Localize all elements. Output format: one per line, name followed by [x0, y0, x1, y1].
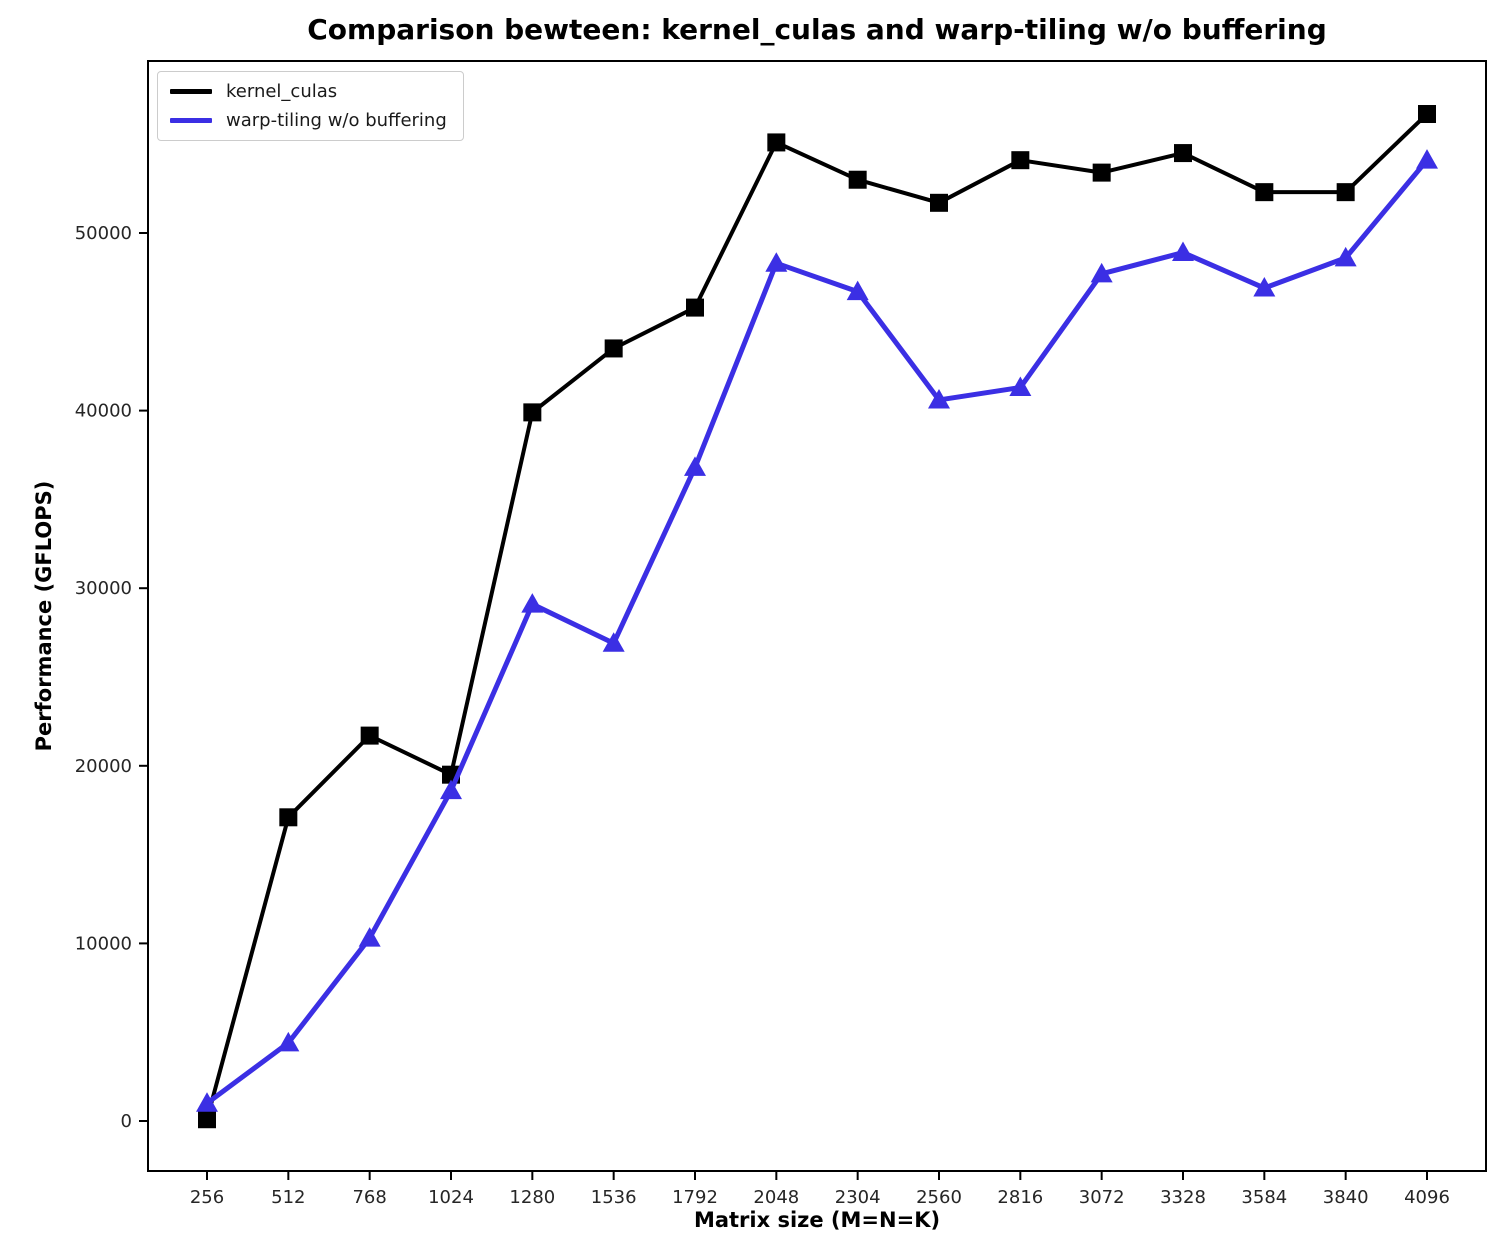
marker-square [1011, 151, 1030, 170]
marker-triangle [358, 927, 381, 947]
marker-square [1092, 163, 1111, 182]
marker-triangle [1334, 246, 1357, 267]
plot-border [147, 60, 1487, 1172]
y-tick-label: 0 [121, 1111, 132, 1132]
x-tick-label: 2816 [997, 1187, 1043, 1208]
y-tick-label: 40000 [75, 401, 132, 422]
x-tick-label: 768 [352, 1187, 386, 1208]
x-tick-label: 1024 [428, 1187, 474, 1208]
marker-triangle [602, 632, 625, 652]
x-tick-label: 2304 [835, 1187, 881, 1208]
y-tick-label: 20000 [75, 756, 132, 777]
series-line-kernel_culas [205, 112, 1429, 1122]
marker-square [848, 170, 867, 189]
marker-square [279, 808, 298, 827]
marker-triangle [521, 593, 544, 613]
series-line-warp-tiling w/o buffering [204, 157, 1430, 1106]
marker-triangle [440, 779, 462, 800]
marker-triangle [1416, 149, 1438, 169]
legend-label: kernel_culas [226, 81, 338, 102]
legend-row: warp-tiling w/o buffering [170, 110, 447, 131]
marker-square [1255, 183, 1274, 202]
marker-square [1336, 183, 1355, 202]
legend-label: warp-tiling w/o buffering [226, 110, 447, 131]
marker-square [1174, 144, 1192, 163]
marker-square [198, 1110, 216, 1129]
x-tick-label: 1280 [509, 1187, 555, 1208]
y-tick-label: 50000 [75, 223, 132, 244]
marker-square [604, 339, 623, 358]
legend-row: kernel_culas [170, 81, 447, 102]
x-tick-label: 1792 [672, 1187, 718, 1208]
x-tick-label: 1536 [591, 1187, 637, 1208]
x-axis-label: Matrix size (M=N=K) [693, 1208, 941, 1232]
marker-triangle [1172, 241, 1194, 262]
marker-triangle [196, 1092, 218, 1112]
marker-square [360, 726, 379, 745]
x-tick-label: 3072 [1079, 1187, 1125, 1208]
x-tick-label: 4096 [1404, 1187, 1450, 1208]
chart-title: Comparison bewteen: kernel_culas and war… [307, 13, 1327, 46]
marker-square [930, 193, 948, 212]
x-tick-label: 512 [271, 1187, 305, 1208]
marker-square [686, 298, 704, 317]
legend-swatch [170, 118, 212, 123]
marker-triangle [846, 280, 869, 301]
marker-square [1418, 105, 1436, 124]
marker-triangle [1009, 376, 1032, 397]
marker-triangle [1253, 277, 1276, 297]
x-tick-label: 2560 [916, 1187, 962, 1208]
marker-square [767, 133, 786, 152]
x-tick-label: 3584 [1241, 1187, 1287, 1208]
x-tick-label: 3840 [1323, 1187, 1369, 1208]
marker-triangle [1090, 262, 1113, 283]
x-tick-label: 256 [190, 1187, 224, 1208]
marker-triangle [277, 1031, 300, 1052]
x-tick-label: 2048 [753, 1187, 799, 1208]
marker-triangle [765, 252, 788, 272]
marker-triangle [928, 388, 950, 409]
y-tick-label: 30000 [75, 578, 132, 599]
y-tick-label: 10000 [75, 933, 132, 954]
marker-square [523, 403, 542, 422]
legend: kernel_culas warp-tiling w/o buffering [157, 71, 464, 141]
marker-triangle [684, 456, 706, 476]
legend-swatch [170, 89, 212, 94]
x-tick-label: 3328 [1160, 1187, 1206, 1208]
